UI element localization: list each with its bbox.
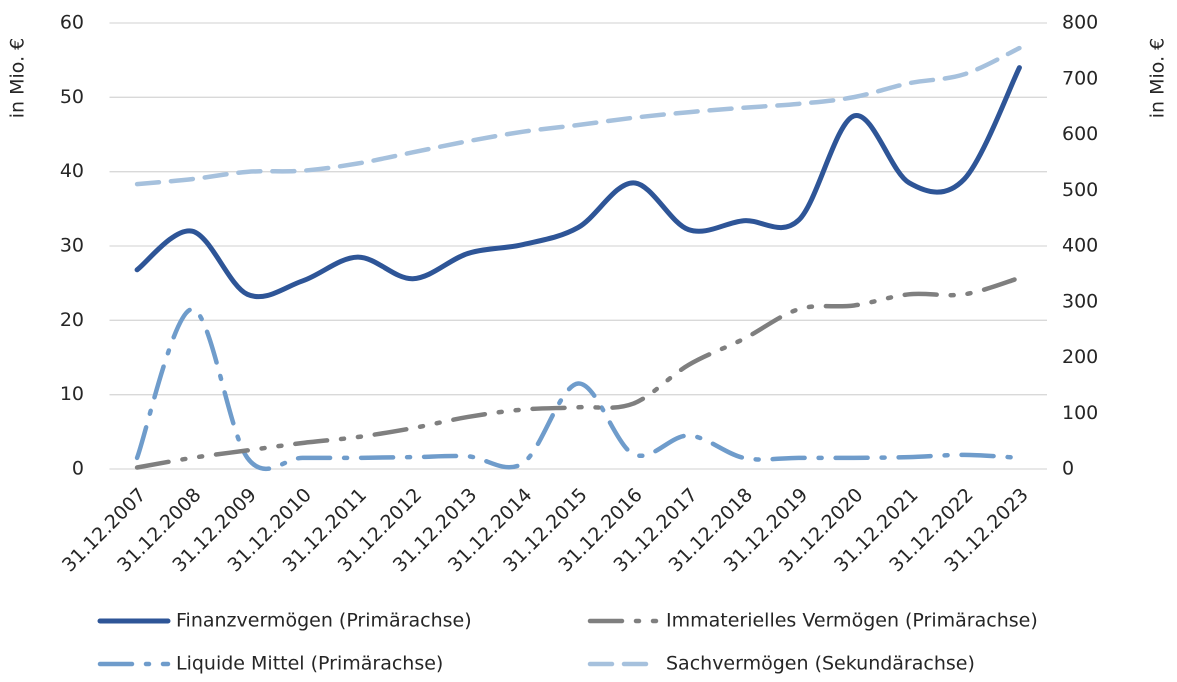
series-line [134, 65, 1022, 300]
y-tick-label: 20 [60, 309, 84, 331]
y-axis-title: in Mio. € [7, 38, 29, 119]
y2-axis-title: in Mio. € [1147, 38, 1169, 119]
series-line [134, 275, 1022, 470]
y2-tick-label: 700 [1062, 67, 1098, 89]
y-tick-label: 10 [60, 383, 84, 405]
series-line [134, 45, 1022, 187]
y-tick-label: 30 [60, 235, 84, 257]
y-tick-label: 50 [60, 86, 84, 108]
legend-label: Immaterielles Vermögen (Primärachse) [666, 610, 1038, 632]
y2-tick-label: 500 [1062, 179, 1098, 201]
legend-label: Sachvermögen (Sekundärachse) [666, 653, 975, 675]
y2-tick-label: 200 [1062, 346, 1098, 368]
y2-tick-label: 100 [1062, 402, 1098, 424]
legend-label: Finanzvermögen (Primärachse) [176, 610, 472, 632]
y-tick-label: 60 [60, 12, 84, 34]
y2-tick-label: 400 [1062, 235, 1098, 257]
y2-tick-label: 0 [1062, 458, 1074, 480]
legend-label: Liquide Mittel (Primärachse) [176, 653, 443, 675]
series-line [134, 306, 1022, 472]
y2-tick-label: 300 [1062, 290, 1098, 312]
y2-tick-label: 800 [1062, 12, 1098, 34]
y-tick-label: 40 [60, 160, 84, 182]
y-tick-label: 0 [72, 458, 84, 480]
y2-tick-label: 600 [1062, 123, 1098, 145]
